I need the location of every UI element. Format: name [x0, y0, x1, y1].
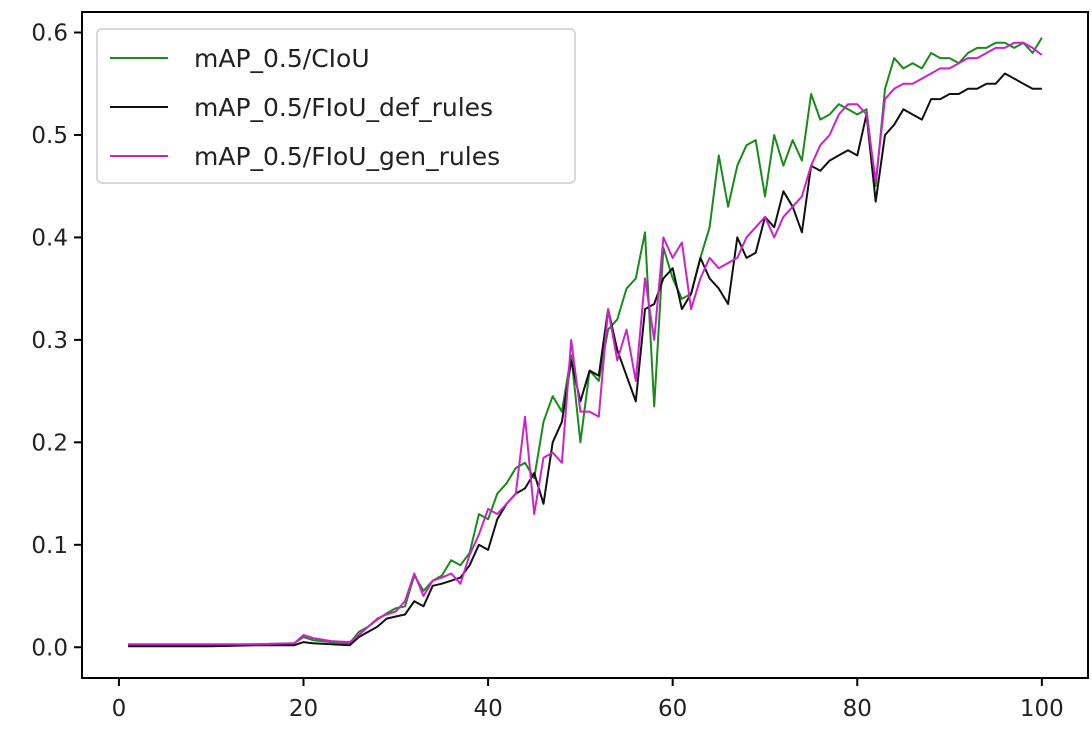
y-tick-label: 0.2 [31, 430, 68, 456]
series-layer [128, 37, 1043, 648]
y-tick-label: 0.6 [31, 20, 68, 46]
y-tick-label: 0.4 [31, 225, 68, 251]
y-tick-label: 0.3 [31, 328, 68, 354]
legend-box [96, 28, 576, 184]
series-line-0 [128, 37, 1043, 647]
x-tick-label: 60 [658, 696, 687, 722]
y-tick-label: 0.0 [31, 635, 68, 661]
legend-label-2: mAP_0.5/FIoU_gen_rules [194, 142, 500, 171]
y-tick-label: 0.5 [31, 123, 68, 149]
x-axis: 0 20 40 60 80 100 [112, 678, 1064, 722]
y-tick-label: 0.1 [31, 533, 68, 559]
x-tick-label: 80 [843, 696, 872, 722]
x-tick-label: 40 [473, 696, 502, 722]
y-axis: 0.0 0.1 0.2 0.3 0.4 0.5 0.6 [31, 20, 82, 661]
x-tick-label: 100 [1020, 696, 1064, 722]
plot-frame [81, 11, 1089, 679]
series-line-2 [128, 41, 1043, 646]
legend: mAP_0.5/CIoU mAP_0.5/FIoU_def_rules mAP_0.… [96, 28, 576, 184]
legend-label-1: mAP_0.5/FIoU_def_rules [194, 93, 493, 122]
x-tick-label: 20 [289, 696, 318, 722]
legend-label-0: mAP_0.5/CIoU [194, 44, 370, 73]
x-tick-label: 0 [112, 696, 127, 722]
